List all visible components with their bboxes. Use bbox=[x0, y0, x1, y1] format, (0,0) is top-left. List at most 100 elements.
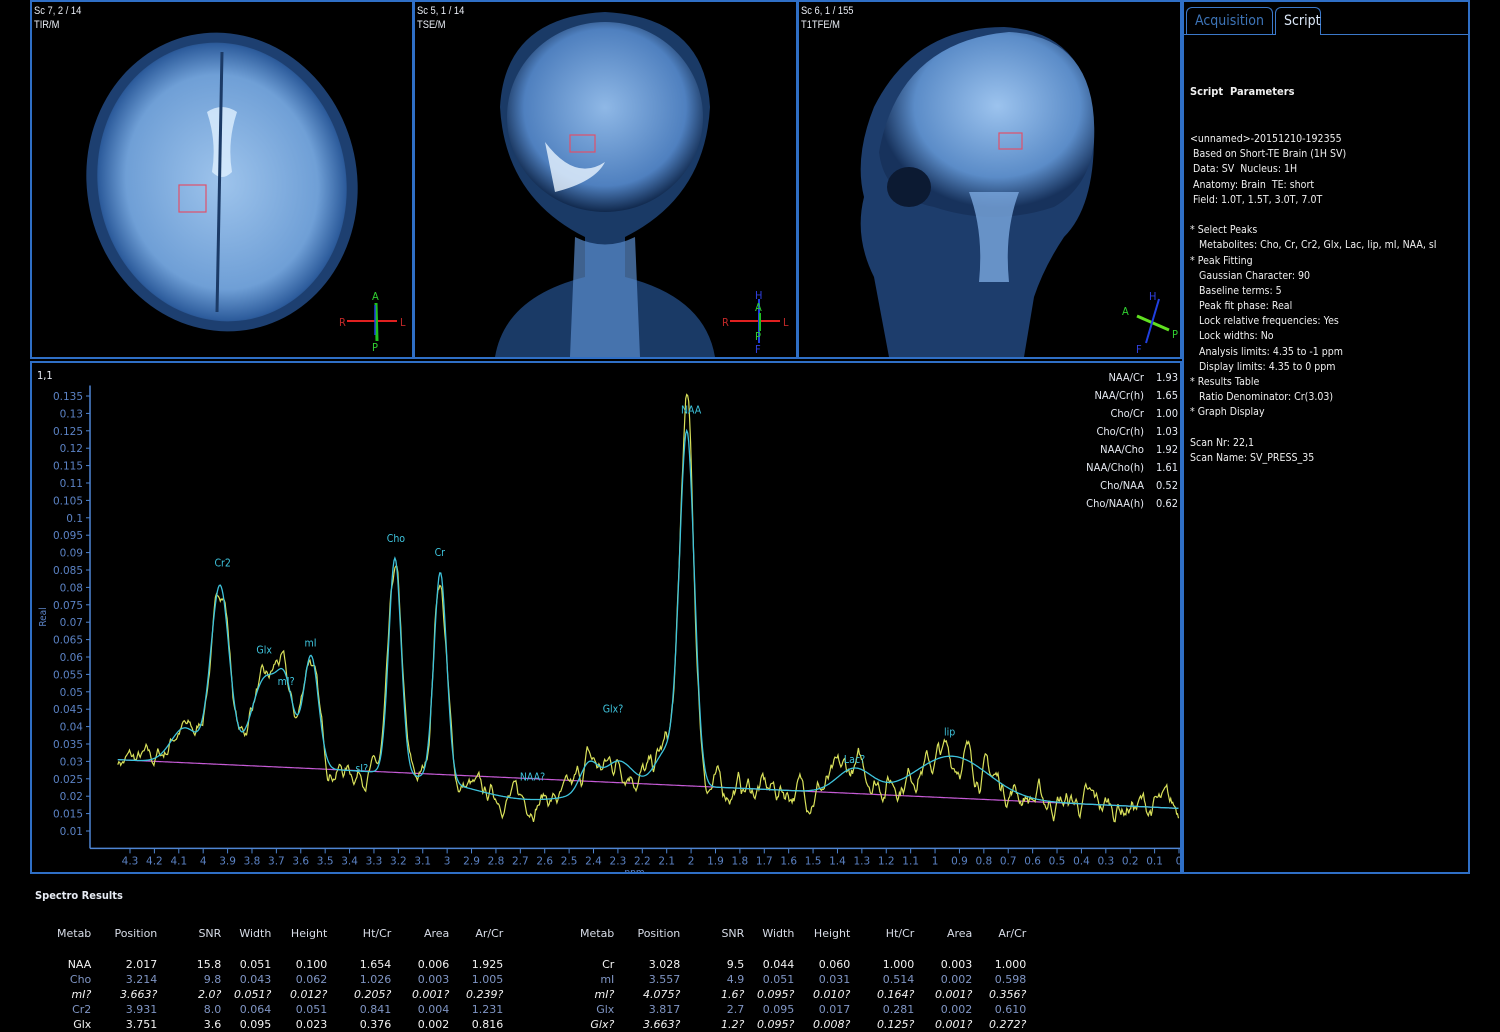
table-cell: 0.001? bbox=[411, 988, 450, 1001]
table-cell: 0.062 bbox=[295, 973, 328, 986]
table-cell: 0.610 bbox=[994, 1003, 1027, 1016]
x-tick-label: 1.4 bbox=[829, 855, 846, 867]
table-header: Metab Position SNR Width Height Ht/Cr Area Ar/C… bbox=[580, 927, 1026, 957]
script-panel: Acquisition Script Script Parameters <un… bbox=[1182, 0, 1470, 874]
ratio-value: 1.61 bbox=[1155, 461, 1178, 474]
x-tick-label: 0.6 bbox=[1024, 855, 1041, 867]
table-row: Glx 3.751 3.6 0.095 0.023 0.376 0.002 0.816 bbox=[57, 1017, 503, 1032]
peak-label: Cr2 bbox=[214, 558, 231, 570]
ratio-row: NAA/Cho(h) 1.61 bbox=[1086, 459, 1178, 477]
y-tick-label: 0.035 bbox=[53, 739, 83, 751]
column-header: Metab bbox=[580, 927, 615, 940]
column-header: Width bbox=[762, 927, 795, 940]
tab-acquisition[interactable]: Acquisition bbox=[1186, 7, 1273, 34]
script-line: Anatomy: Brain TE: short bbox=[1190, 178, 1315, 191]
ratio-label: NAA/Cr bbox=[1108, 371, 1144, 384]
table-cell: 15.8 bbox=[196, 958, 222, 971]
orientation-label-bottom: F bbox=[1136, 343, 1142, 355]
script-line: Metabolites: Cho, Cr, Cr2, Glx, Lac, lip… bbox=[1190, 239, 1437, 252]
x-tick-label: 3.7 bbox=[268, 855, 285, 867]
orientation-label-bottom: P bbox=[372, 341, 378, 354]
table-cell: 0.598 bbox=[994, 973, 1027, 986]
table-cell: 4.9 bbox=[726, 973, 745, 986]
x-tick-label: 3.8 bbox=[244, 855, 261, 867]
peak-label: Lac? bbox=[844, 754, 865, 766]
table-cell: 0.095 bbox=[762, 1003, 795, 1016]
voxel-roi[interactable] bbox=[178, 184, 207, 213]
x-tick-label: 3.5 bbox=[317, 855, 334, 867]
peak-label: mI bbox=[305, 638, 317, 650]
viewport-axial[interactable]: Sc 7, 2 / 14 TIR/M A P R L bbox=[30, 0, 414, 359]
spectrum-viewport[interactable]: 1,1 0.01 0.015 0.02 0.025 0.03 0.035 0.04 0.045… bbox=[30, 361, 1182, 874]
column-header: Ht/Cr bbox=[362, 927, 392, 940]
x-tick-label: 0.7 bbox=[1000, 855, 1017, 867]
table-cell: 1.2? bbox=[720, 1018, 745, 1031]
spectrum-chart[interactable]: 0.01 0.015 0.02 0.025 0.03 0.035 0.04 0.045 0.05… bbox=[32, 363, 1180, 872]
table-cell: 0.004 bbox=[417, 1003, 450, 1016]
table-cell: 0.003 bbox=[940, 958, 973, 971]
x-tick-label: 1.8 bbox=[732, 855, 749, 867]
ratio-value: 1.93 bbox=[1155, 371, 1178, 384]
metabolite-ratios: NAA/Cr 1.93 NAA/Cr(h) 1.65 Cho/Cr 1.00 Cho/Cr(… bbox=[1086, 369, 1178, 513]
column-header: Position bbox=[637, 927, 681, 940]
data-line bbox=[117, 393, 1180, 823]
x-tick-label: 2.3 bbox=[610, 855, 627, 867]
column-header: Ar/Cr bbox=[998, 927, 1027, 940]
orientation-label-top: H bbox=[755, 289, 762, 302]
x-tick-label: 1.1 bbox=[902, 855, 919, 867]
table-cell: 0.100 bbox=[295, 958, 328, 971]
script-line: Peak fit phase: Real bbox=[1190, 300, 1293, 313]
script-line bbox=[1190, 421, 1437, 436]
table-cell: 2.017 bbox=[125, 958, 158, 971]
x-tick-label: 0.1 bbox=[1146, 855, 1163, 867]
x-tick-label: 0 bbox=[1176, 855, 1180, 867]
orientation-label-right: L bbox=[400, 316, 406, 329]
script-line: Data: SV Nucleus: 1H bbox=[1190, 163, 1298, 176]
x-tick-label: 1.9 bbox=[707, 855, 724, 867]
x-tick-label: 3.9 bbox=[219, 855, 236, 867]
y-tick-label: 0.12 bbox=[60, 443, 83, 455]
tab-script[interactable]: Script bbox=[1275, 7, 1321, 35]
orientation-label-top2: A bbox=[755, 301, 762, 314]
table-cell: 0.002 bbox=[417, 1018, 450, 1031]
script-line: * Select Peaks bbox=[1190, 224, 1258, 237]
x-tick-label: 2.7 bbox=[512, 855, 529, 867]
table-cell: 0.006 bbox=[417, 958, 450, 971]
table-cell: 0.003 bbox=[417, 973, 450, 986]
table-cell: 0.023 bbox=[295, 1018, 328, 1031]
peak-label: Glx bbox=[256, 645, 272, 657]
table-cell: 0.239? bbox=[465, 988, 504, 1001]
script-line: Lock widths: No bbox=[1190, 330, 1274, 343]
voxel-roi[interactable] bbox=[998, 132, 1023, 150]
table-cell: 0.164? bbox=[876, 988, 915, 1001]
table-cell: Cho bbox=[69, 973, 92, 986]
peak-label: lip bbox=[944, 726, 955, 738]
x-tick-label: 0.8 bbox=[975, 855, 992, 867]
script-line: <unnamed>-20151210-192355 bbox=[1190, 133, 1342, 146]
coronal-mri-image bbox=[495, 12, 715, 357]
y-tick-label: 0.02 bbox=[60, 791, 83, 803]
x-tick-label: 3.6 bbox=[292, 855, 309, 867]
script-line: Scan Nr: 22,1 bbox=[1190, 436, 1254, 449]
y-tick-label: 0.06 bbox=[60, 652, 84, 664]
y-tick-label: 0.07 bbox=[60, 617, 83, 629]
x-tick-label: 0.2 bbox=[1122, 855, 1139, 867]
series-label: Sc 7, 2 / 14 bbox=[34, 5, 82, 17]
ratio-label: Cho/NAA(h) bbox=[1086, 497, 1144, 510]
peak-label: mI? bbox=[278, 676, 295, 688]
table-cell: 0.376 bbox=[359, 1018, 392, 1031]
table-cell: 0.064 bbox=[239, 1003, 272, 1016]
ratio-label: NAA/Cho bbox=[1100, 443, 1144, 456]
table-row: mI 3.557 4.9 0.051 0.031 0.514 0.002 0.598 bbox=[580, 972, 1026, 987]
x-tick-label: 2.4 bbox=[585, 855, 602, 867]
script-line: Baseline terms: 5 bbox=[1190, 284, 1282, 297]
series-label: Sc 5, 1 / 14 bbox=[417, 5, 465, 17]
table-cell: 1.000 bbox=[882, 958, 915, 971]
viewport-coronal[interactable]: Sc 5, 1 / 14 TSE/M H A P F R L bbox=[413, 0, 798, 359]
table-row: Glx? 3.663? 1.2? 0.095? 0.008? 0.125? 0.001? 0.… bbox=[580, 1017, 1026, 1032]
x-tick-label: 1.3 bbox=[854, 855, 871, 867]
viewport-sagittal[interactable]: Sc 6, 1 / 155 T1TFE/M H A P F bbox=[797, 0, 1182, 359]
y-tick-label: 0.105 bbox=[53, 495, 83, 507]
voxel-roi[interactable] bbox=[569, 134, 596, 153]
table-cell: 0.095? bbox=[756, 988, 795, 1001]
